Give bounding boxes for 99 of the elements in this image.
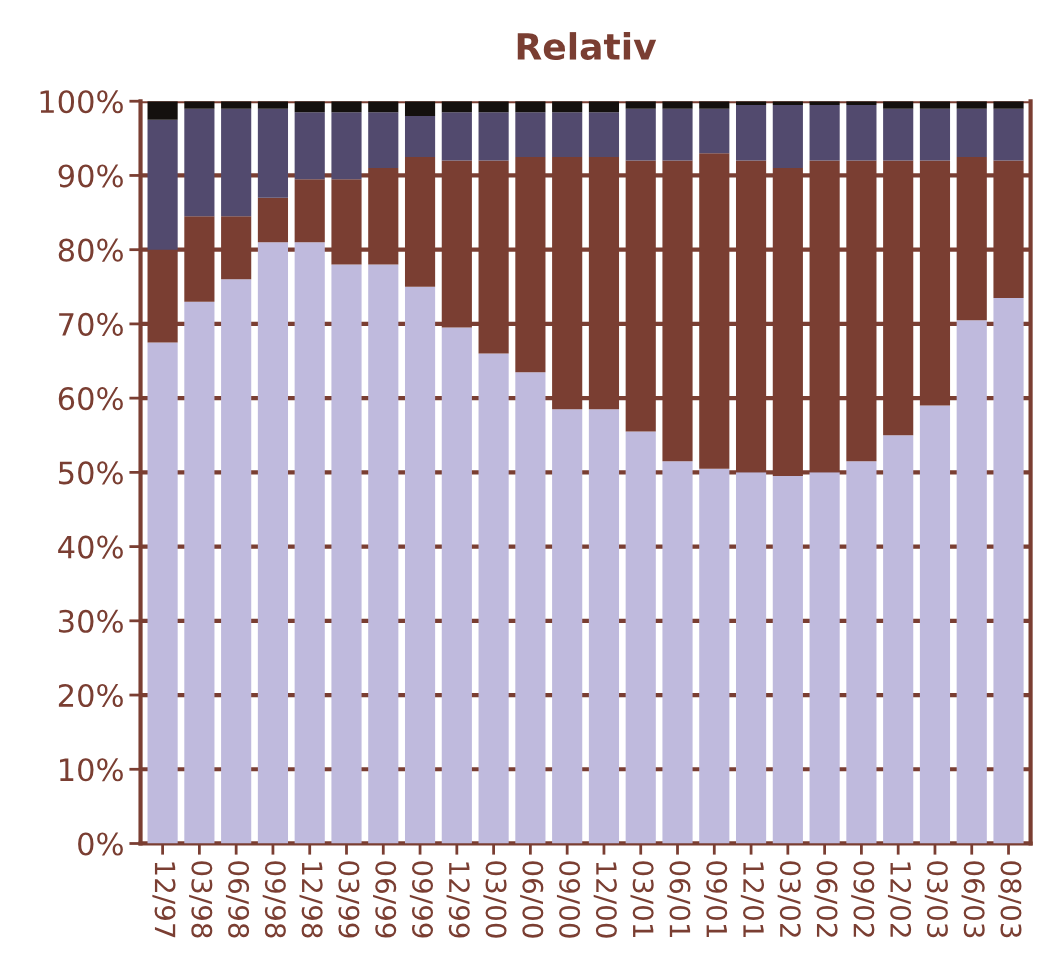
bar <box>257 242 289 844</box>
bar <box>772 104 803 169</box>
x-tick-label: 03/03 <box>924 861 948 938</box>
x-tick-label: 09/98 <box>262 861 286 938</box>
bar <box>331 101 362 113</box>
bar <box>956 108 987 157</box>
bar <box>735 104 767 161</box>
bar <box>257 101 289 109</box>
bar <box>919 405 951 844</box>
bar <box>257 197 289 243</box>
bar <box>588 409 620 844</box>
bar <box>294 112 325 180</box>
x-tick-label: 09/99 <box>409 861 434 938</box>
y-tick-label: 10% <box>60 758 123 782</box>
bar <box>956 101 987 109</box>
y-tick-label: 60% <box>58 387 123 411</box>
bar <box>625 101 656 109</box>
x-tick-label: 12/00 <box>593 862 617 938</box>
bar <box>919 108 951 161</box>
x-tick-label: 12/01 <box>740 862 765 937</box>
bar <box>404 101 436 117</box>
bar <box>993 297 1024 844</box>
bar <box>735 472 767 844</box>
bar <box>184 108 215 217</box>
y-tick-label: 0% <box>78 832 123 856</box>
bar <box>883 435 914 844</box>
bar <box>257 108 289 198</box>
y-tick-label: 30% <box>58 609 123 633</box>
x-tick-label: 06/02 <box>814 861 838 937</box>
bar <box>772 476 803 844</box>
x-tick-label: 08/03 <box>998 861 1022 938</box>
bar <box>147 101 178 120</box>
x-tick-label: 06/00 <box>520 861 544 938</box>
bar <box>699 101 730 109</box>
bar <box>662 461 693 844</box>
x-tick-label: 12/02 <box>887 862 912 937</box>
x-tick-label: 12/99 <box>446 862 470 938</box>
x-tick-label: 03/01 <box>630 861 654 937</box>
bar <box>846 104 877 161</box>
x-tick-label: 12/97 <box>152 862 176 938</box>
bar <box>515 372 546 844</box>
bar <box>699 468 730 844</box>
x-tick-label: 06/98 <box>225 861 250 938</box>
bar <box>441 112 472 161</box>
bar <box>147 119 178 250</box>
bar <box>883 108 914 161</box>
x-tick-label: 03/02 <box>777 861 801 937</box>
bar <box>404 116 436 157</box>
chart-title: Relativ <box>517 32 657 61</box>
bar <box>184 101 215 109</box>
y-tick-label: 80% <box>58 238 123 262</box>
bar <box>625 431 656 844</box>
x-tick-label: 06/03 <box>961 861 985 938</box>
bar <box>809 104 840 161</box>
bar <box>147 342 178 844</box>
bar <box>699 108 730 154</box>
bar <box>294 179 325 243</box>
bar <box>625 108 656 161</box>
x-tick-label: 12/98 <box>299 862 323 938</box>
y-tick-label: 100% <box>40 90 123 114</box>
bar <box>478 112 509 161</box>
bar <box>404 286 436 844</box>
x-tick-label: 06/01 <box>667 861 691 937</box>
x-tick-label: 03/00 <box>483 861 507 938</box>
bar <box>515 112 546 157</box>
x-tick-label: 03/99 <box>336 861 360 938</box>
bar <box>478 353 509 844</box>
bar <box>993 108 1024 161</box>
bar <box>588 112 620 157</box>
bar <box>221 101 252 109</box>
x-tick-label: 09/00 <box>556 861 581 938</box>
x-tick-label: 09/02 <box>851 861 875 937</box>
bar <box>184 301 215 844</box>
x-tick-label: 09/01 <box>704 861 728 937</box>
bar <box>919 101 951 109</box>
bar <box>552 112 583 157</box>
bar <box>294 242 325 844</box>
bar <box>368 264 399 844</box>
bar <box>221 108 252 217</box>
bar <box>993 101 1024 109</box>
y-tick-label: 70% <box>59 312 123 336</box>
bar <box>331 112 362 180</box>
y-tick-label: 90% <box>58 164 123 188</box>
bar <box>883 101 914 109</box>
bar <box>846 461 877 844</box>
bar <box>368 112 399 169</box>
bar <box>331 264 362 844</box>
y-tick-label: 20% <box>58 683 123 708</box>
x-tick-label: 03/98 <box>189 861 213 938</box>
bar <box>956 320 987 844</box>
bar <box>809 472 840 844</box>
y-tick-label: 50% <box>59 461 123 485</box>
bar <box>221 279 252 844</box>
y-tick-label: 40% <box>58 535 123 559</box>
bar <box>441 327 472 844</box>
bar <box>552 409 583 844</box>
bar <box>662 101 693 109</box>
bar <box>662 108 693 161</box>
x-tick-label: 06/99 <box>373 861 397 938</box>
